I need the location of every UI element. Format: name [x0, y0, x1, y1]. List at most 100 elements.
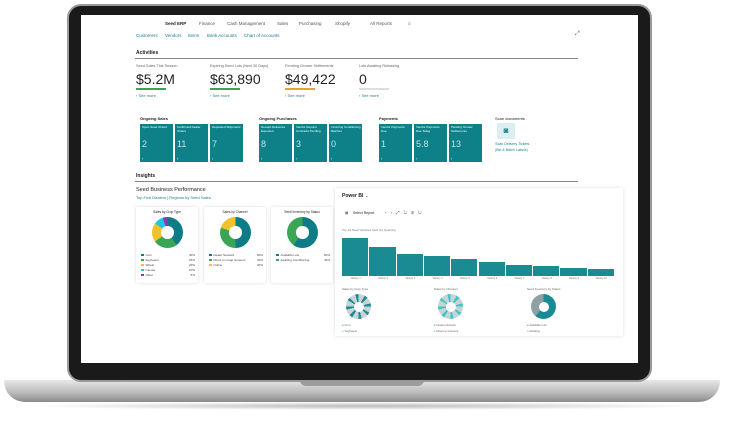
activity-tile[interactable]: Pending Grower Settlements 13 › [449, 124, 482, 162]
perf-subtitle[interactable]: Top Five Dealers | Regions by Seed Sales [136, 195, 211, 200]
bar[interactable] [533, 266, 560, 276]
menu-purchasing[interactable]: Purchasing [299, 21, 322, 26]
activity-tile[interactable]: Receipt Deliveries Expected 8 › [259, 124, 292, 162]
donut-chart[interactable] [152, 217, 183, 248]
expand-icon[interactable]: ⤢ [575, 31, 580, 37]
bar[interactable] [369, 247, 396, 276]
kpi-label: Expiring Seed Lots (Next 30 Days) [210, 64, 269, 68]
more-icon[interactable]: ≡ [408, 21, 411, 26]
kpi-value[interactable]: $63,890 [210, 71, 261, 87]
all-reports[interactable]: All Reports [370, 21, 393, 26]
activities-title[interactable]: Activities [136, 50, 159, 56]
legend-label: Available Lots [529, 323, 547, 327]
donut-card: Seed Inventory by Status Available Lots 60… [271, 207, 333, 283]
bar[interactable] [342, 238, 369, 276]
see-more-link[interactable]: › See more [359, 93, 379, 98]
link-vendors[interactable]: Vendors [165, 33, 182, 38]
chevron-right-icon: › [381, 156, 383, 161]
legend-item: Wheat 20% [141, 263, 195, 267]
legend-value: 40% [323, 258, 330, 262]
see-more-link[interactable]: › See more [285, 93, 305, 98]
link-items[interactable]: Items [188, 33, 200, 38]
legend-label: Other [145, 273, 154, 277]
legend-item: Online 20% [209, 263, 263, 267]
link-bank-accounts[interactable]: Bank Accounts [207, 33, 237, 38]
bar[interactable] [451, 259, 478, 276]
mini-legend-item: ● Soybeans [342, 329, 357, 333]
perf-title: Seed Business Performance [136, 187, 206, 193]
activity-tile[interactable]: Vendor Payments Due Today 5.8 › [414, 124, 447, 162]
divider [135, 58, 578, 59]
donut-card: Sales by Channel Dealer Network 50% Direct … [204, 207, 266, 283]
legend-value: 40% [188, 253, 195, 257]
chevron-down-icon[interactable]: ⌄ [365, 193, 369, 198]
kpi-indicator [359, 88, 389, 90]
mini-donut-chart[interactable] [346, 294, 371, 319]
kpi-value[interactable]: 0 [359, 71, 367, 87]
link-customers[interactable]: Customers [136, 33, 158, 38]
legend-swatch [209, 263, 212, 266]
camera-icon[interactable]: ◙ [497, 123, 515, 139]
legend-dot: ● [527, 323, 529, 327]
scan-labels[interactable]: (Bin & Batch Labels) [495, 148, 528, 152]
bar-label: Variety 7 [514, 277, 525, 280]
bar[interactable] [560, 268, 587, 276]
kpi-indicator [136, 88, 166, 90]
kpi-label: Seed Sales This Season [136, 64, 178, 68]
kpi-value[interactable]: $5.2M [136, 71, 175, 87]
bar[interactable] [505, 265, 533, 276]
legend-value: 60% [323, 253, 330, 257]
scan-delivery-tickets[interactable]: Scan Delivery Tickets [495, 142, 530, 146]
activity-tile[interactable]: Confirmed Dealer Orders 11 › [175, 124, 208, 162]
bar[interactable] [423, 256, 451, 276]
legend-label: Awaiting Conditioning [280, 258, 310, 262]
see-more-link[interactable]: › See more [136, 93, 156, 98]
menu-sales[interactable]: Sales [277, 21, 289, 26]
activity-tile[interactable]: Vendor Reports Contracts Pending 3 › [294, 124, 327, 162]
tile-value: 1 [381, 139, 387, 149]
legend-label: Corn [145, 253, 153, 257]
menu-finance[interactable]: Finance [199, 21, 216, 26]
see-more-link[interactable]: › See more [210, 93, 230, 98]
legend-dot: ● [342, 329, 344, 333]
select-report[interactable]: Select Report [353, 211, 375, 215]
legend-label: Canola [145, 268, 156, 272]
see-more-label: See more [138, 93, 156, 98]
report-toolbar-icons[interactable]: ‹›⤢↻⇩↻ [385, 210, 426, 215]
tile-label: Pending Grower Settlements [451, 125, 473, 133]
activity-tile[interactable]: Open Seed Orders 2 › [140, 124, 173, 162]
chevron-right-icon: › [142, 156, 144, 161]
link-chart-of-accounts[interactable]: Chart of Accounts [244, 33, 280, 38]
legend-item: Awaiting Conditioning 40% [276, 258, 330, 262]
kpi-value[interactable]: $49,422 [285, 71, 336, 87]
bar[interactable] [587, 269, 614, 276]
donut-chart[interactable] [220, 217, 251, 248]
tile-label: Open Seed Orders [142, 125, 168, 129]
mini-chart-title: Seed Inventory by Status [527, 287, 561, 291]
activity-tile[interactable]: Vendor Payments Due 1 › [379, 124, 412, 162]
legend-item: Dealer Network 50% [209, 253, 263, 257]
chevron-right-icon: › [177, 156, 179, 161]
mini-legend-item: ● Available Lots [527, 323, 547, 327]
legend-swatch [141, 273, 144, 276]
kpi-indicator [210, 88, 240, 90]
bar[interactable] [396, 254, 423, 276]
mini-donut-chart[interactable] [531, 294, 556, 319]
legend-dot: ● [527, 329, 529, 333]
menu-cash-management[interactable]: Cash Management [227, 21, 266, 26]
activity-tile[interactable]: Deposited Shipments 7 › [210, 124, 243, 162]
legend-label: Wheat [145, 263, 155, 267]
mini-donut-chart[interactable] [438, 294, 463, 319]
mini-legend-item: ● Direct to Growers [434, 329, 458, 333]
menu-shopify[interactable]: Shopify [335, 21, 351, 26]
legend-label: Dealer Network [213, 253, 235, 257]
powerbi-title[interactable]: Power BI [342, 193, 364, 199]
activity-tile[interactable]: Incoming Conditioning Batches 0 › [329, 124, 362, 162]
tile-value: 11 [177, 139, 187, 149]
tile-value: 2 [142, 139, 148, 149]
tile-group-title: Payments [379, 116, 398, 121]
bar[interactable] [478, 262, 505, 276]
donut-chart[interactable] [287, 217, 318, 248]
bar-label: Variety 4 [432, 277, 443, 280]
laptop-shadow [20, 402, 710, 410]
